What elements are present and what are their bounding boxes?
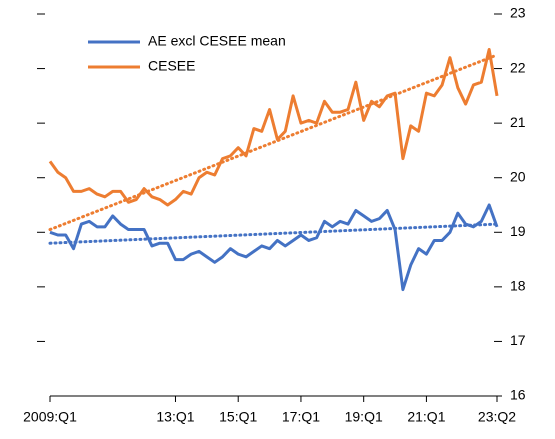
y-tick-label: 23 bbox=[510, 5, 526, 21]
y-tick-label: 18 bbox=[510, 278, 526, 294]
y-tick-label: 22 bbox=[510, 59, 526, 75]
legend-label: AE excl CESEE mean bbox=[148, 33, 286, 49]
y-tick-label: 21 bbox=[510, 114, 526, 130]
legend-label: CESEE bbox=[148, 58, 195, 74]
x-tick-label: 19:Q1 bbox=[345, 409, 383, 425]
x-tick-label: 2009:Q1 bbox=[23, 409, 77, 425]
y-tick-label: 17 bbox=[510, 332, 526, 348]
series-line bbox=[48, 47, 499, 207]
x-tick-label: 21:Q1 bbox=[407, 409, 445, 425]
y-tick-label: 19 bbox=[510, 223, 526, 239]
y-tick-label: 16 bbox=[510, 387, 526, 403]
x-tick-label: 13:Q1 bbox=[156, 409, 194, 425]
trend-line bbox=[48, 53, 499, 232]
y-tick-label: 20 bbox=[510, 168, 526, 184]
x-tick-label: 17:Q1 bbox=[282, 409, 320, 425]
x-tick-label: 23:Q2 bbox=[478, 409, 516, 425]
x-tick-label: 15:Q1 bbox=[219, 409, 257, 425]
series-line bbox=[49, 203, 499, 292]
trend-line bbox=[48, 222, 499, 245]
